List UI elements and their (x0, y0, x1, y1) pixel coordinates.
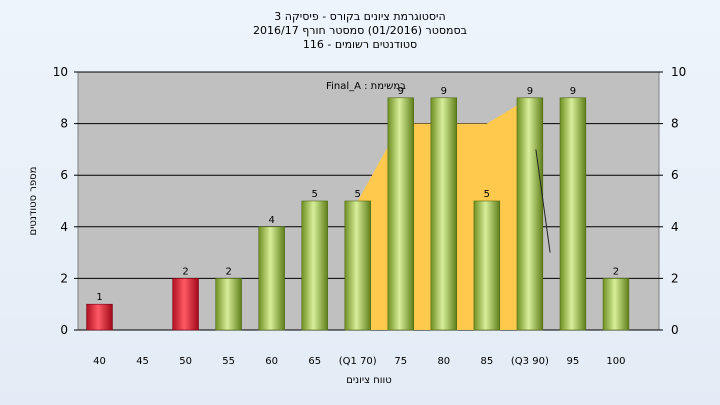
bar-value-label: 9 (398, 86, 404, 97)
bar-value-label: 5 (484, 189, 490, 200)
y-tick-label-left: 2 (60, 271, 68, 285)
bar-value-label: 9 (527, 86, 533, 97)
bar (387, 97, 414, 331)
y-tick-label-left: 6 (60, 168, 68, 182)
bar-value-label: 5 (355, 189, 361, 200)
bar (258, 226, 285, 331)
y-tick-label-right: 10 (671, 65, 686, 79)
bar (430, 97, 458, 331)
bar-value-label: 9 (441, 86, 447, 97)
bar (559, 97, 587, 331)
bar (86, 303, 113, 331)
y-tick-label-left: 4 (60, 220, 68, 234)
y-tick-label-left: 0 (60, 323, 68, 337)
bar (602, 278, 630, 331)
bar-value-label: 9 (570, 86, 576, 97)
chart-annotation: במשימת : Final_A (326, 81, 406, 92)
y-tick-label-left: 10 (53, 65, 68, 79)
x-tick-label: 45 (136, 356, 149, 367)
bar-value-label: 1 (96, 292, 102, 303)
bar-value-label: 2 (613, 266, 619, 277)
title-line-1: היסטוגרמת ציונים בקורס - פיסיקה 3 (274, 10, 446, 23)
x-tick-label: (Q3 90) (511, 356, 549, 367)
x-tick-label: 80 (437, 356, 450, 367)
x-tick-label: 50 (179, 356, 192, 367)
x-tick-label: 65 (308, 356, 321, 367)
bar (344, 200, 371, 331)
bar-value-label: 2 (182, 266, 188, 277)
bar (516, 97, 544, 331)
bar (473, 200, 501, 331)
y-axis-title: מספר סטודנטים (28, 167, 39, 236)
bar-value-label: 2 (225, 266, 231, 277)
y-tick-label-right: 4 (671, 220, 679, 234)
x-tick-label: 40 (93, 356, 106, 367)
median-line (535, 149, 551, 253)
bar (172, 278, 199, 331)
y-tick-label-right: 2 (671, 271, 679, 285)
title-line-3: סטודנטים רשומים - 116 (302, 38, 418, 51)
bar (301, 200, 328, 331)
bar-value-label: 5 (312, 189, 318, 200)
x-tick-label: (Q1 70) (339, 356, 377, 367)
bar-value-label: 4 (268, 215, 274, 226)
chart-title: היסטוגרמת ציונים בקורס - פיסיקה 3 בסמסטר… (0, 10, 720, 52)
x-axis-title: טווח ציונים (346, 375, 391, 386)
x-tick-label: 95 (567, 356, 580, 367)
y-tick-label-right: 8 (671, 117, 679, 131)
y-tick-label-left: 8 (60, 117, 68, 131)
x-tick-label: 55 (222, 356, 235, 367)
title-line-2: בסמסטר (01/2016) סמסטר חורף 2016/17 (253, 24, 467, 37)
x-tick-label: 100 (606, 356, 625, 367)
x-tick-label: 60 (265, 356, 278, 367)
x-tick-label: 75 (394, 356, 407, 367)
bar (215, 278, 242, 331)
x-tick-label: 85 (480, 356, 493, 367)
y-tick-label-right: 0 (671, 323, 679, 337)
y-tick-label-right: 6 (671, 168, 679, 182)
